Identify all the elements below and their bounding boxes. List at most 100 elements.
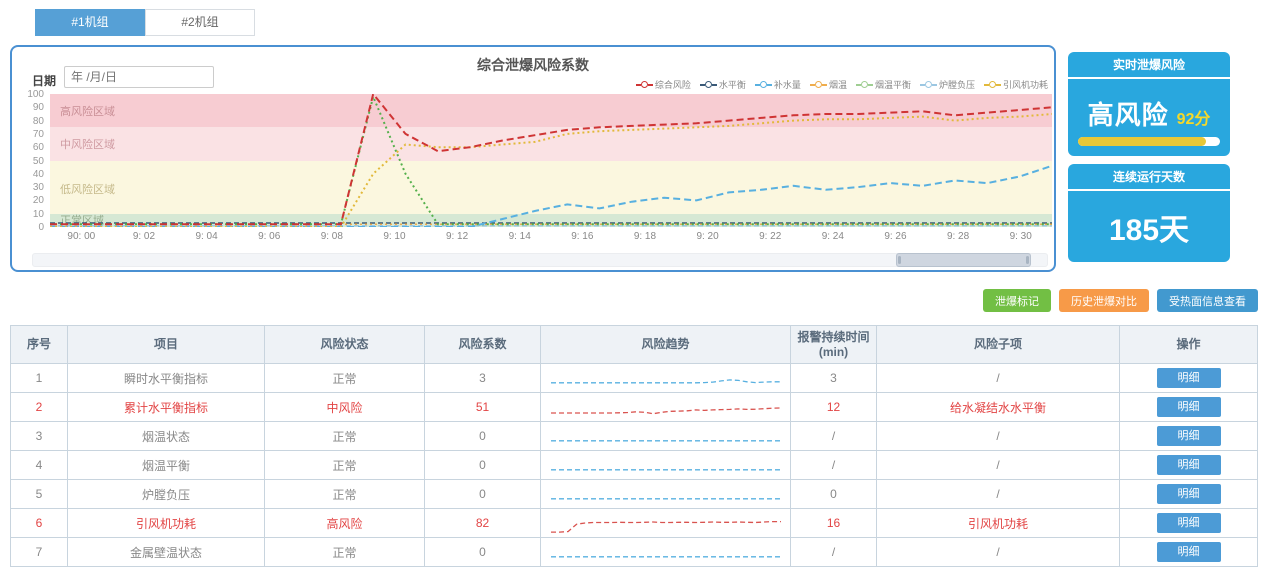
risk-progress-fill (1078, 137, 1206, 146)
heating-surface-info-button[interactable]: 受热面信息查看 (1157, 289, 1258, 312)
row-status: 正常 (264, 479, 425, 509)
tab-unit-1[interactable]: #1机组 (35, 9, 145, 36)
row-coefficient: 0 (424, 479, 541, 509)
x-tick-label: 9: 18 (633, 231, 657, 242)
row-item: 炉膛负压 (67, 479, 265, 509)
row-alarm-duration: 16 (790, 508, 877, 538)
row-coefficient: 0 (424, 450, 541, 480)
row-no: 1 (10, 363, 68, 393)
row-sub-item: 引风机功耗 (876, 508, 1120, 538)
trend-sparkline (550, 407, 781, 415)
row-status: 正常 (264, 363, 425, 393)
legend-item[interactable]: 烟温平衡 (855, 78, 911, 91)
row-sub-item: 给水凝结水水平衡 (876, 392, 1120, 422)
y-tick-label: 80 (32, 115, 44, 127)
detail-button[interactable]: 明细 (1156, 513, 1221, 533)
trend-sparkline (550, 440, 781, 442)
x-tick-label: 9: 08 (320, 231, 343, 242)
risk-level-value: 高风险 (1087, 100, 1169, 130)
chart-title: 综合泄爆风险系数 (477, 57, 589, 73)
table-row: 5 炉膛负压 正常 0 0/明细 (10, 479, 1258, 509)
row-alarm-duration: / (790, 537, 877, 567)
y-axis-labels: 0 10 20 30 40 50 60 70 80 90 100 (12, 89, 46, 233)
legend-item[interactable]: 引风机功耗 (983, 78, 1048, 91)
table-row: 6 引风机功耗 高风险 82 16 引风机功耗 明细 (10, 508, 1258, 538)
chart-lines (50, 94, 1052, 227)
table-body: 1 瞬时水平衡指标 正常 3 3/明细 2 累计水平衡指标 中风险 51 12 给水凝结水水平衡 明细… (10, 363, 1258, 567)
x-tick-label: 9: 04 (195, 231, 218, 242)
history-compare-button[interactable]: 历史泄爆对比 (1059, 289, 1149, 312)
table-header-row: 序号 项目 风险状态 风险系数 风险趋势 报警持续时间 (min) 风险子项 操… (10, 325, 1258, 364)
table-row: 1 瞬时水平衡指标 正常 3 3/明细 (10, 363, 1258, 393)
row-action: 明细 (1119, 392, 1258, 422)
legend-item[interactable]: 补水量 (754, 78, 801, 91)
series-补水量 (50, 164, 1052, 227)
y-tick-label: 50 (32, 155, 44, 167)
x-tick-label: 9: 12 (445, 231, 469, 242)
running-days-header: 连续运行天数 (1068, 164, 1230, 191)
x-tick-label: 9: 16 (571, 231, 594, 242)
x-tick-label: 9: 06 (258, 231, 281, 242)
row-alarm-duration: / (790, 450, 877, 480)
series-引风机功耗 (50, 113, 1052, 227)
col-action: 操作 (1119, 325, 1258, 364)
running-days-card: 连续运行天数 185天 (1068, 164, 1230, 262)
action-buttons: 泄爆标记 历史泄爆对比 受热面信息查看 (983, 289, 1258, 312)
y-tick-label: 100 (27, 89, 44, 100)
legend-label: 烟温平衡 (874, 80, 911, 90)
detail-button[interactable]: 明细 (1156, 455, 1221, 475)
row-status: 高风险 (264, 508, 425, 538)
row-sub-item: / (876, 537, 1120, 567)
explosion-mark-button[interactable]: 泄爆标记 (983, 289, 1051, 312)
row-no: 4 (10, 450, 68, 480)
trend-sparkline (550, 498, 781, 500)
legend-item[interactable]: 炉膛负压 (919, 78, 975, 91)
x-tick-label: 9: 24 (821, 231, 844, 242)
detail-button[interactable]: 明细 (1156, 426, 1221, 446)
col-sub-item: 风险子项 (876, 325, 1120, 364)
data-zoom-slider[interactable] (32, 253, 1048, 267)
table-row: 3 烟温状态 正常 0 // 明细 (10, 421, 1258, 451)
table-row: 7 金属壁温状态 正常 0 // 明细 (10, 537, 1258, 567)
detail-button[interactable]: 明细 (1156, 484, 1221, 504)
row-action: 明细 (1119, 479, 1258, 509)
chart-legend: 综合风险 水平衡 补水量 烟温 烟温平衡 炉膛负压 引风机功耗 (635, 78, 1048, 91)
legend-marker-icon (754, 81, 772, 88)
row-sub-item: / (876, 450, 1120, 480)
row-trend (540, 479, 791, 509)
detail-button[interactable]: 明细 (1156, 542, 1221, 562)
row-action: 明细 (1119, 450, 1258, 480)
row-trend (540, 450, 791, 480)
row-no: 6 (10, 508, 68, 538)
row-coefficient: 82 (424, 508, 541, 538)
trend-sparkline (550, 469, 781, 471)
row-alarm-duration: / (790, 421, 877, 451)
realtime-risk-header: 实时泄爆风险 (1068, 52, 1230, 79)
legend-item[interactable]: 水平衡 (699, 78, 746, 91)
x-tick-label: 9: 20 (696, 231, 719, 242)
detail-button[interactable]: 明细 (1156, 368, 1221, 388)
row-coefficient: 3 (424, 363, 541, 393)
risk-zone-band (50, 94, 1052, 128)
detail-button[interactable]: 明细 (1156, 397, 1221, 417)
realtime-risk-card: 实时泄爆风险 高风险 92分 (1068, 52, 1230, 156)
trend-sparkline (550, 520, 781, 533)
row-trend (540, 537, 791, 567)
x-tick-label: 9: 02 (132, 231, 156, 242)
row-status: 正常 (264, 537, 425, 567)
row-sub-item: / (876, 421, 1120, 451)
legend-label: 补水量 (773, 80, 801, 90)
y-tick-label: 60 (32, 142, 44, 154)
row-alarm-duration: 3 (790, 363, 877, 393)
y-tick-label: 40 (32, 168, 44, 180)
row-no: 5 (10, 479, 68, 509)
y-tick-label: 70 (32, 128, 44, 140)
risk-table: 序号 项目 风险状态 风险系数 风险趋势 报警持续时间 (min) 风险子项 操… (10, 325, 1258, 567)
row-trend (540, 363, 791, 393)
tab-unit-2[interactable]: #2机组 (145, 9, 255, 36)
legend-item[interactable]: 综合风险 (635, 78, 691, 91)
legend-item[interactable]: 烟温 (809, 78, 847, 91)
data-zoom-thumb[interactable] (896, 253, 1031, 267)
legend-label: 水平衡 (718, 80, 746, 90)
date-input[interactable] (64, 66, 214, 88)
